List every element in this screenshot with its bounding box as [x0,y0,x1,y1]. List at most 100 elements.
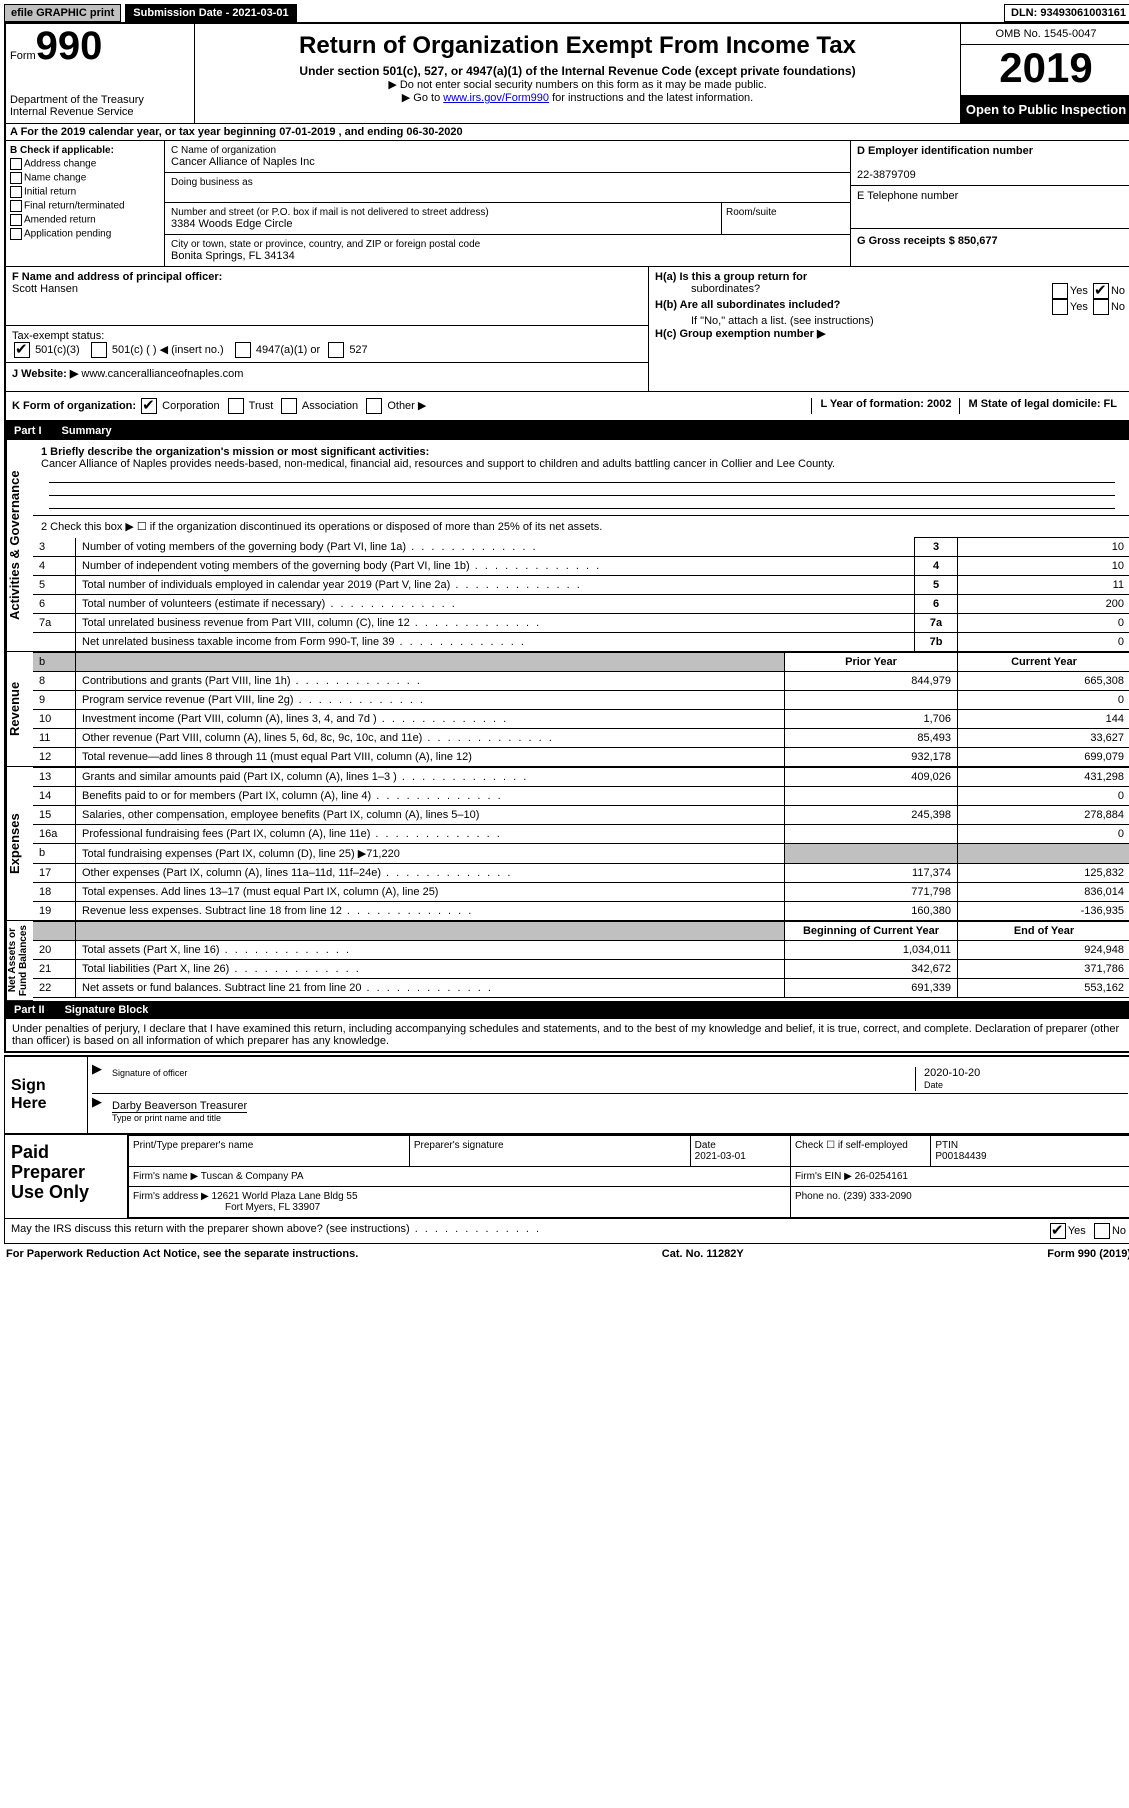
table-row: 11Other revenue (Part VIII, column (A), … [33,729,1129,748]
city-state-zip: Bonita Springs, FL 34134 [171,250,844,262]
part1-header: Part I Summary [6,422,1129,440]
revenue-table: bPrior YearCurrent Year 8Contributions a… [33,652,1129,767]
ein-value: 22-3879709 [857,169,916,181]
chk-501c3[interactable] [14,342,30,358]
chk-4947[interactable] [235,342,251,358]
chk-amended[interactable]: Amended return [10,214,160,226]
part2-header: Part II Signature Block [6,1001,1129,1019]
chk-corp[interactable] [141,398,157,414]
form-container: Form990 Department of the Treasury Inter… [4,22,1129,1053]
hc-label: H(c) Group exemption number ▶ [655,328,825,340]
website-label: J Website: ▶ [12,368,78,380]
ein-label: D Employer identification number [857,145,1033,157]
chk-501c[interactable] [91,342,107,358]
table-row: 3Number of voting members of the governi… [33,538,1129,557]
officer-name-title: Darby Beaverson Treasurer [112,1100,247,1113]
ha-no[interactable] [1093,283,1109,299]
table-row: 22Net assets or fund balances. Subtract … [33,979,1129,998]
declaration-text: Under penalties of perjury, I declare th… [6,1019,1129,1051]
chk-name-change[interactable]: Name change [10,172,160,184]
firm-addr1: 12621 World Plaza Lane Bldg 55 [212,1191,358,1202]
table-row: 10Investment income (Part VIII, column (… [33,710,1129,729]
arrow-icon: ▶ [92,1094,102,1110]
row-a-tax-year: A For the 2019 calendar year, or tax yea… [6,124,1129,141]
table-row: 21Total liabilities (Part X, line 26)342… [33,960,1129,979]
city-label: City or town, state or province, country… [171,239,844,250]
hb-label: H(b) Are all subordinates included? [655,299,840,311]
l-year: L Year of formation: 2002 [811,398,959,414]
note-go-pre: ▶ Go to [402,92,443,104]
self-employed-label: Check ☐ if self-employed [790,1136,930,1167]
form-number: 990 [36,24,103,68]
room-suite: Room/suite [721,203,850,234]
side-expenses: Expenses [6,767,33,921]
hb-note: If "No," attach a list. (see instruction… [655,315,1125,327]
opt-501c: 501(c) ( ) ◀ (insert no.) [112,344,224,356]
chk-address-change[interactable]: Address change [10,158,160,170]
phone-label: E Telephone number [857,190,958,202]
q1-label: 1 Briefly describe the organization's mi… [41,446,429,458]
gross-receipts: G Gross receipts $ 850,677 [857,235,998,247]
form-label: Form [10,50,36,62]
table-row: 13Grants and similar amounts paid (Part … [33,768,1129,787]
sign-here-label: Sign Here [5,1057,88,1133]
governance-table: 3Number of voting members of the governi… [33,537,1129,652]
table-row: 6Total number of volunteers (estimate if… [33,595,1129,614]
name-title-label: Type or print name and title [112,1113,221,1123]
irs-yes[interactable] [1050,1223,1066,1239]
chk-final-return[interactable]: Final return/terminated [10,200,160,212]
chk-assoc[interactable] [281,398,297,414]
ha-sub: subordinates? [655,283,760,299]
table-row: 19Revenue less expenses. Subtract line 1… [33,902,1129,921]
col-b-header: B Check if applicable: [10,145,114,156]
opt-527: 527 [349,344,367,356]
irs-link[interactable]: www.irs.gov/Form990 [443,92,549,104]
chk-527[interactable] [328,342,344,358]
ha-yes[interactable] [1052,283,1068,299]
firm-name: Tuscan & Company PA [201,1171,304,1182]
addr-label: Number and street (or P.O. box if mail i… [171,207,715,218]
hb-yes[interactable] [1052,299,1068,315]
top-bar: efile GRAPHIC print Submission Date - 20… [4,4,1129,22]
q2-text: 2 Check this box ▶ ☐ if the organization… [33,516,1129,537]
f-label: F Name and address of principal officer: [12,271,222,283]
chk-pending[interactable]: Application pending [10,228,160,240]
ha-label: H(a) Is this a group return for [655,271,807,283]
efile-button[interactable]: efile GRAPHIC print [4,4,121,22]
firm-ein: 26-0254161 [855,1171,908,1182]
tax-year: 2019 [961,45,1129,96]
chk-trust[interactable] [228,398,244,414]
table-row: 18Total expenses. Add lines 13–17 (must … [33,883,1129,902]
sig-date-label: Date [924,1080,943,1090]
prep-name-label: Print/Type preparer's name [129,1136,410,1167]
form-title: Return of Organization Exempt From Incom… [201,32,954,60]
opt-501c3: 501(c)(3) [35,344,80,356]
hb-no[interactable] [1093,299,1109,315]
mission-text: Cancer Alliance of Naples provides needs… [41,458,835,470]
sig-date: 2020-10-20 [924,1067,980,1079]
arrow-icon: ▶ [92,1061,102,1077]
side-net-assets: Net Assets or Fund Balances [6,921,33,1001]
dept-text: Department of the Treasury Internal Reve… [10,94,190,118]
public-inspection: Open to Public Inspection [961,96,1129,123]
table-row: 4Number of independent voting members of… [33,557,1129,576]
ptin-value: P00184439 [935,1151,986,1162]
form-subtitle: Under section 501(c), 527, or 4947(a)(1)… [201,64,954,78]
net-assets-table: Beginning of Current YearEnd of Year 20T… [33,921,1129,998]
firm-phone: (239) 333-2090 [843,1191,911,1202]
street-address: 3384 Woods Edge Circle [171,218,715,230]
dba-label: Doing business as [171,177,844,188]
chk-other[interactable] [366,398,382,414]
table-row: Net unrelated business taxable income fr… [33,633,1129,652]
table-row: 20Total assets (Part X, line 16)1,034,01… [33,941,1129,960]
dln: DLN: 93493061003161 [1004,4,1129,22]
side-revenue: Revenue [6,652,33,767]
note-ssn: ▶ Do not enter social security numbers o… [201,78,954,91]
chk-initial-return[interactable]: Initial return [10,186,160,198]
table-row: 14Benefits paid to or for members (Part … [33,787,1129,806]
table-row: 9Program service revenue (Part VIII, lin… [33,691,1129,710]
website-url: www.cancerallianceofnaples.com [81,368,243,380]
table-row: 16aProfessional fundraising fees (Part I… [33,825,1129,844]
m-state: M State of legal domicile: FL [959,398,1125,414]
irs-no[interactable] [1094,1223,1110,1239]
